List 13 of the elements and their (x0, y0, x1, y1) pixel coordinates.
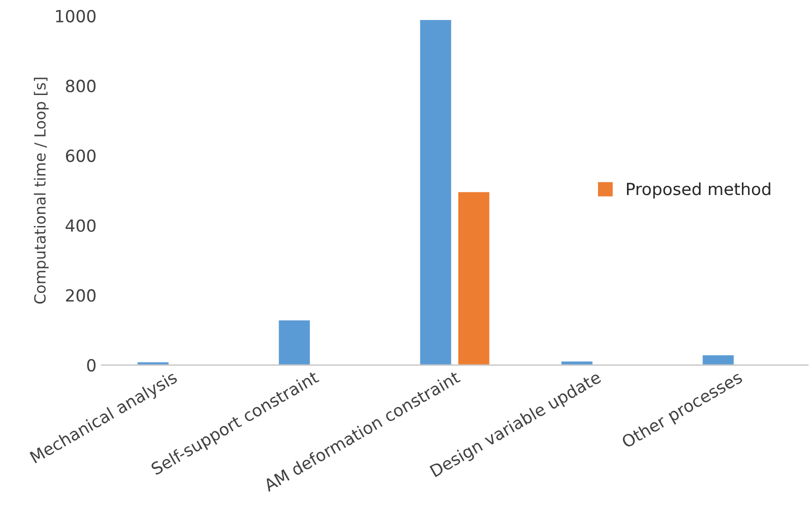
y-tick-label: 400 (66, 219, 96, 232)
y-tick-label: 800 (66, 80, 96, 92)
bar (560, 360, 594, 366)
y-axis-title: Computational time / Loop [s] (34, 78, 49, 304)
y-tick-label: 0 (87, 358, 96, 372)
bar (456, 190, 491, 366)
y-tick-label: 200 (66, 289, 96, 302)
bar (418, 18, 453, 366)
bar (701, 354, 736, 366)
y-tick-label: 1000 (56, 10, 96, 22)
y-tick-label: 600 (66, 149, 96, 162)
legend-label: Proposed method (626, 182, 770, 199)
bar (277, 318, 312, 366)
